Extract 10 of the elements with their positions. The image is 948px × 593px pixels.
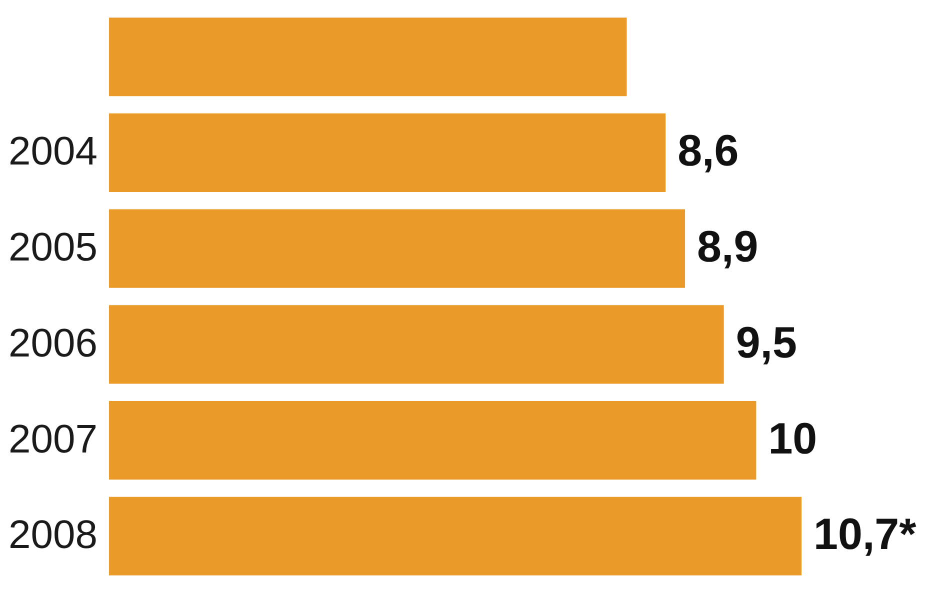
y-tick-label: 2005 [8,226,98,270]
y-tick-label: 2008 [8,513,98,558]
data-label: 8,6 [678,126,739,176]
data-label: 10 [768,414,818,464]
y-tick-label: 2006 [8,321,98,366]
data-label: 8,9 [697,222,758,272]
data-label: 9,5 [736,318,798,368]
data-label: 10,7* [814,510,918,560]
y-tick-label: 2004 [8,130,98,174]
y-tick-label: 2007 [8,417,98,462]
